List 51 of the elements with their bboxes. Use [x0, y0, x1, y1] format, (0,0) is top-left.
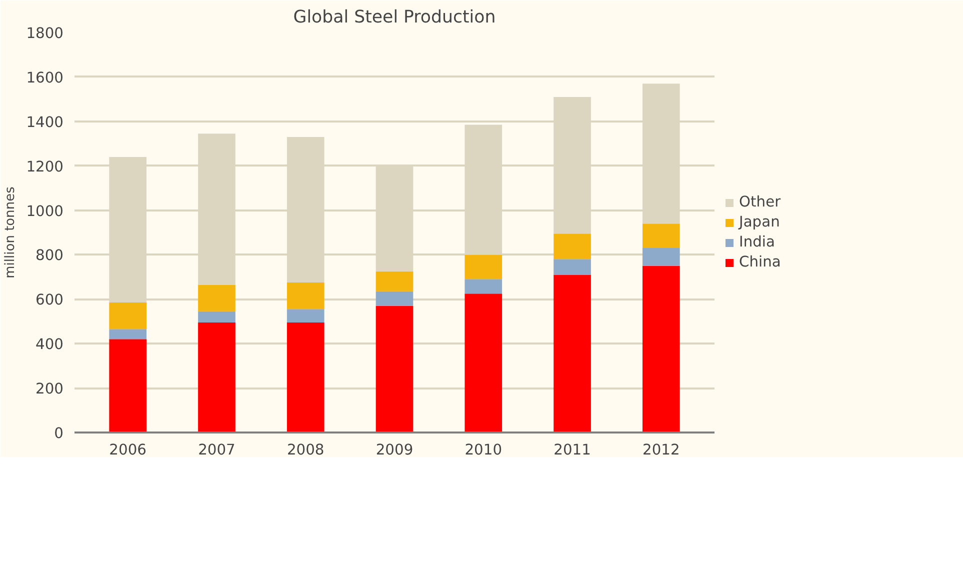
- bar: [642, 84, 680, 224]
- bar: [286, 136, 324, 282]
- bar: [376, 164, 414, 272]
- y-tick-label: 0: [54, 425, 64, 442]
- bar: [464, 124, 502, 255]
- legend-label: India: [739, 234, 775, 250]
- y-tick-label: 1800: [26, 25, 64, 42]
- bar: [198, 322, 236, 432]
- bar: [109, 302, 146, 330]
- x-tick-label: 2007: [198, 442, 236, 458]
- bar: [198, 311, 236, 322]
- y-axis-title: million tonnes: [3, 186, 18, 278]
- bar: [464, 254, 502, 280]
- bar: [109, 329, 146, 340]
- bar: [376, 291, 414, 306]
- y-tick-label: 1600: [26, 69, 64, 86]
- y-tick-label: 200: [36, 380, 64, 398]
- x-tick-label: 2012: [642, 442, 680, 458]
- bar: [286, 322, 324, 432]
- bar: [376, 306, 414, 432]
- bar: [286, 309, 324, 322]
- y-tick-label: 1200: [26, 158, 64, 176]
- x-tick-label: 2010: [464, 442, 502, 458]
- y-tick-label: 400: [36, 336, 64, 354]
- bar: [109, 339, 146, 432]
- bar: [376, 271, 414, 292]
- bar: [642, 224, 680, 248]
- bar: [286, 282, 324, 310]
- chart-title: Global Steel Production: [293, 8, 496, 28]
- bar: [198, 284, 236, 312]
- y-tick-label: 800: [36, 247, 64, 264]
- legend-label: Other: [739, 194, 781, 210]
- bar: [554, 259, 591, 275]
- x-tick-label: 2006: [109, 442, 146, 458]
- legend-label: China: [739, 254, 781, 270]
- x-tick-label: 2008: [286, 442, 324, 458]
- bar: [554, 234, 591, 260]
- bar: [642, 248, 680, 266]
- bar: [554, 96, 591, 234]
- bar: [554, 274, 591, 432]
- legend-label: Japan: [739, 214, 780, 230]
- bar: [464, 294, 502, 432]
- y-tick-label: 600: [36, 292, 64, 309]
- bar: [642, 266, 680, 432]
- y-tick-label: 1000: [26, 202, 64, 220]
- x-tick-label: 2009: [376, 442, 414, 458]
- bar: [464, 279, 502, 294]
- y-tick-label: 1400: [26, 114, 64, 131]
- bar: [198, 134, 236, 285]
- x-tick-label: 2011: [554, 442, 591, 458]
- bar: [109, 156, 146, 302]
